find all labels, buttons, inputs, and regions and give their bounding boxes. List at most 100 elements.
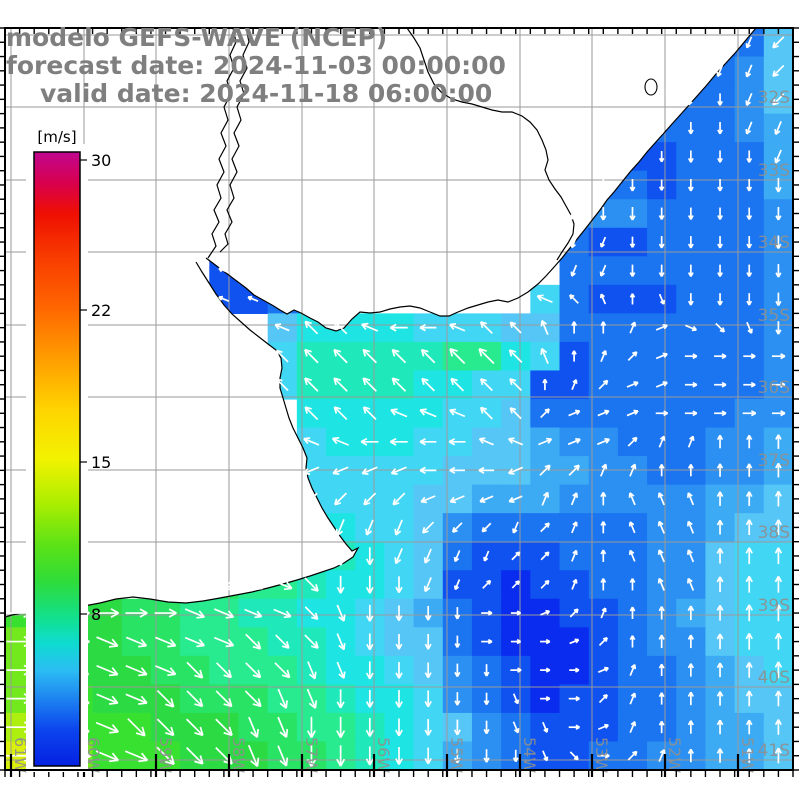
coastline-layer [5,28,757,618]
arrow-barb [363,406,371,410]
arrow-barb [110,608,120,614]
wind-arrow [571,549,578,562]
arrow-barb [392,502,400,506]
arrow-shaft [509,321,522,334]
arrow-shaft [155,665,176,676]
wind-arrow [629,236,636,248]
wind-arrow [454,692,461,706]
wind-arrow [419,466,437,475]
model-title: modelo GEFS-WAVE (NCEP) [6,23,388,52]
arrow-barb [508,349,513,357]
arrow-shaft [627,436,638,447]
arrow-barb [398,586,403,594]
wind-arrow [277,716,289,738]
arrow-barb [602,521,607,526]
arrow-shaft [449,323,466,332]
arrow-shaft [571,379,577,391]
wind-arrow [450,377,465,392]
wind-arrow [715,322,726,333]
wind-arrow [336,575,345,594]
arrow-barb [424,758,429,765]
arrow-shaft [218,296,230,302]
wind-arrow [629,264,636,277]
wind-arrow [395,633,403,650]
wind-arrow [363,492,377,506]
arrow-barb [449,408,457,411]
arrow-barb [281,645,290,649]
wind-arrow [215,690,233,708]
arrow-barb [658,520,664,526]
arrow-shaft [336,661,345,679]
wind-arrow [540,609,551,616]
arrow-shaft [687,549,695,563]
arrow-barb [111,667,119,676]
wind-arrow [600,321,607,334]
wind-arrow [655,352,668,360]
wind-arrow [658,634,665,649]
arrow-barb [167,673,176,677]
wind-arrow [307,661,317,680]
arrow-barb [306,758,313,768]
wind-arrow [629,151,636,163]
arrow-shaft [391,349,407,364]
wind-arrow [716,719,724,735]
wind-arrow [568,409,581,417]
arrow-shaft [276,267,289,274]
wind-arrow [333,348,348,364]
wind-arrow [571,321,578,334]
wind-arrow [423,548,432,564]
wind-arrow [716,547,724,564]
arrow-shaft [655,381,668,388]
arrow-shaft [687,521,695,534]
arrow-barb [777,719,782,726]
arrow-barb [196,644,205,648]
arrow-shaft [333,320,348,335]
arrow-shaft [186,718,204,736]
wind-arrow [658,121,665,135]
arrow-barb [395,558,402,565]
arrow-barb [141,752,149,761]
arrow-barb [139,612,148,618]
arrow-barb [362,377,367,386]
arrow-barb [168,612,177,618]
arrow-barb [423,585,427,592]
arrow-barb [746,157,750,163]
arrow-barb [398,758,403,765]
arrow-barb [256,610,263,618]
wind-arrow [568,464,580,476]
arrow-shaft [304,634,319,649]
arrow-barb [605,380,609,386]
wind-arrow [483,550,490,562]
arrow-barb [169,667,177,675]
arrow-barb [602,491,607,498]
wind-arrow [245,662,262,679]
arrow-shaft [600,264,607,277]
wind-arrow [571,521,578,534]
longitude-label: 59W [156,737,175,773]
arrow-barb [629,243,634,248]
arrow-barb [774,661,780,668]
wind-arrow [454,607,461,620]
arrow-barb [392,348,400,353]
arrow-shaft [509,407,522,420]
arrow-shaft [629,122,636,134]
arrow-barb [719,605,724,611]
arrow-shaft [95,721,119,733]
wind-arrow [508,437,524,446]
arrow-shaft [568,410,580,417]
wind-arrow [684,353,698,360]
wind-arrow [745,662,753,678]
arrow-barb [421,377,429,382]
arrow-barb [629,272,634,277]
wind-arrow [571,379,578,391]
wind-arrow [658,179,665,191]
arrow-shaft [361,323,379,332]
arrow-shaft [569,294,579,304]
arrow-barb [395,701,400,708]
arrow-barb [363,498,367,505]
wind-arrow [449,323,466,332]
arrow-shaft [479,438,494,446]
arrow-barb [575,608,579,614]
arrow-shaft [598,637,608,646]
wind-arrow [275,349,289,363]
